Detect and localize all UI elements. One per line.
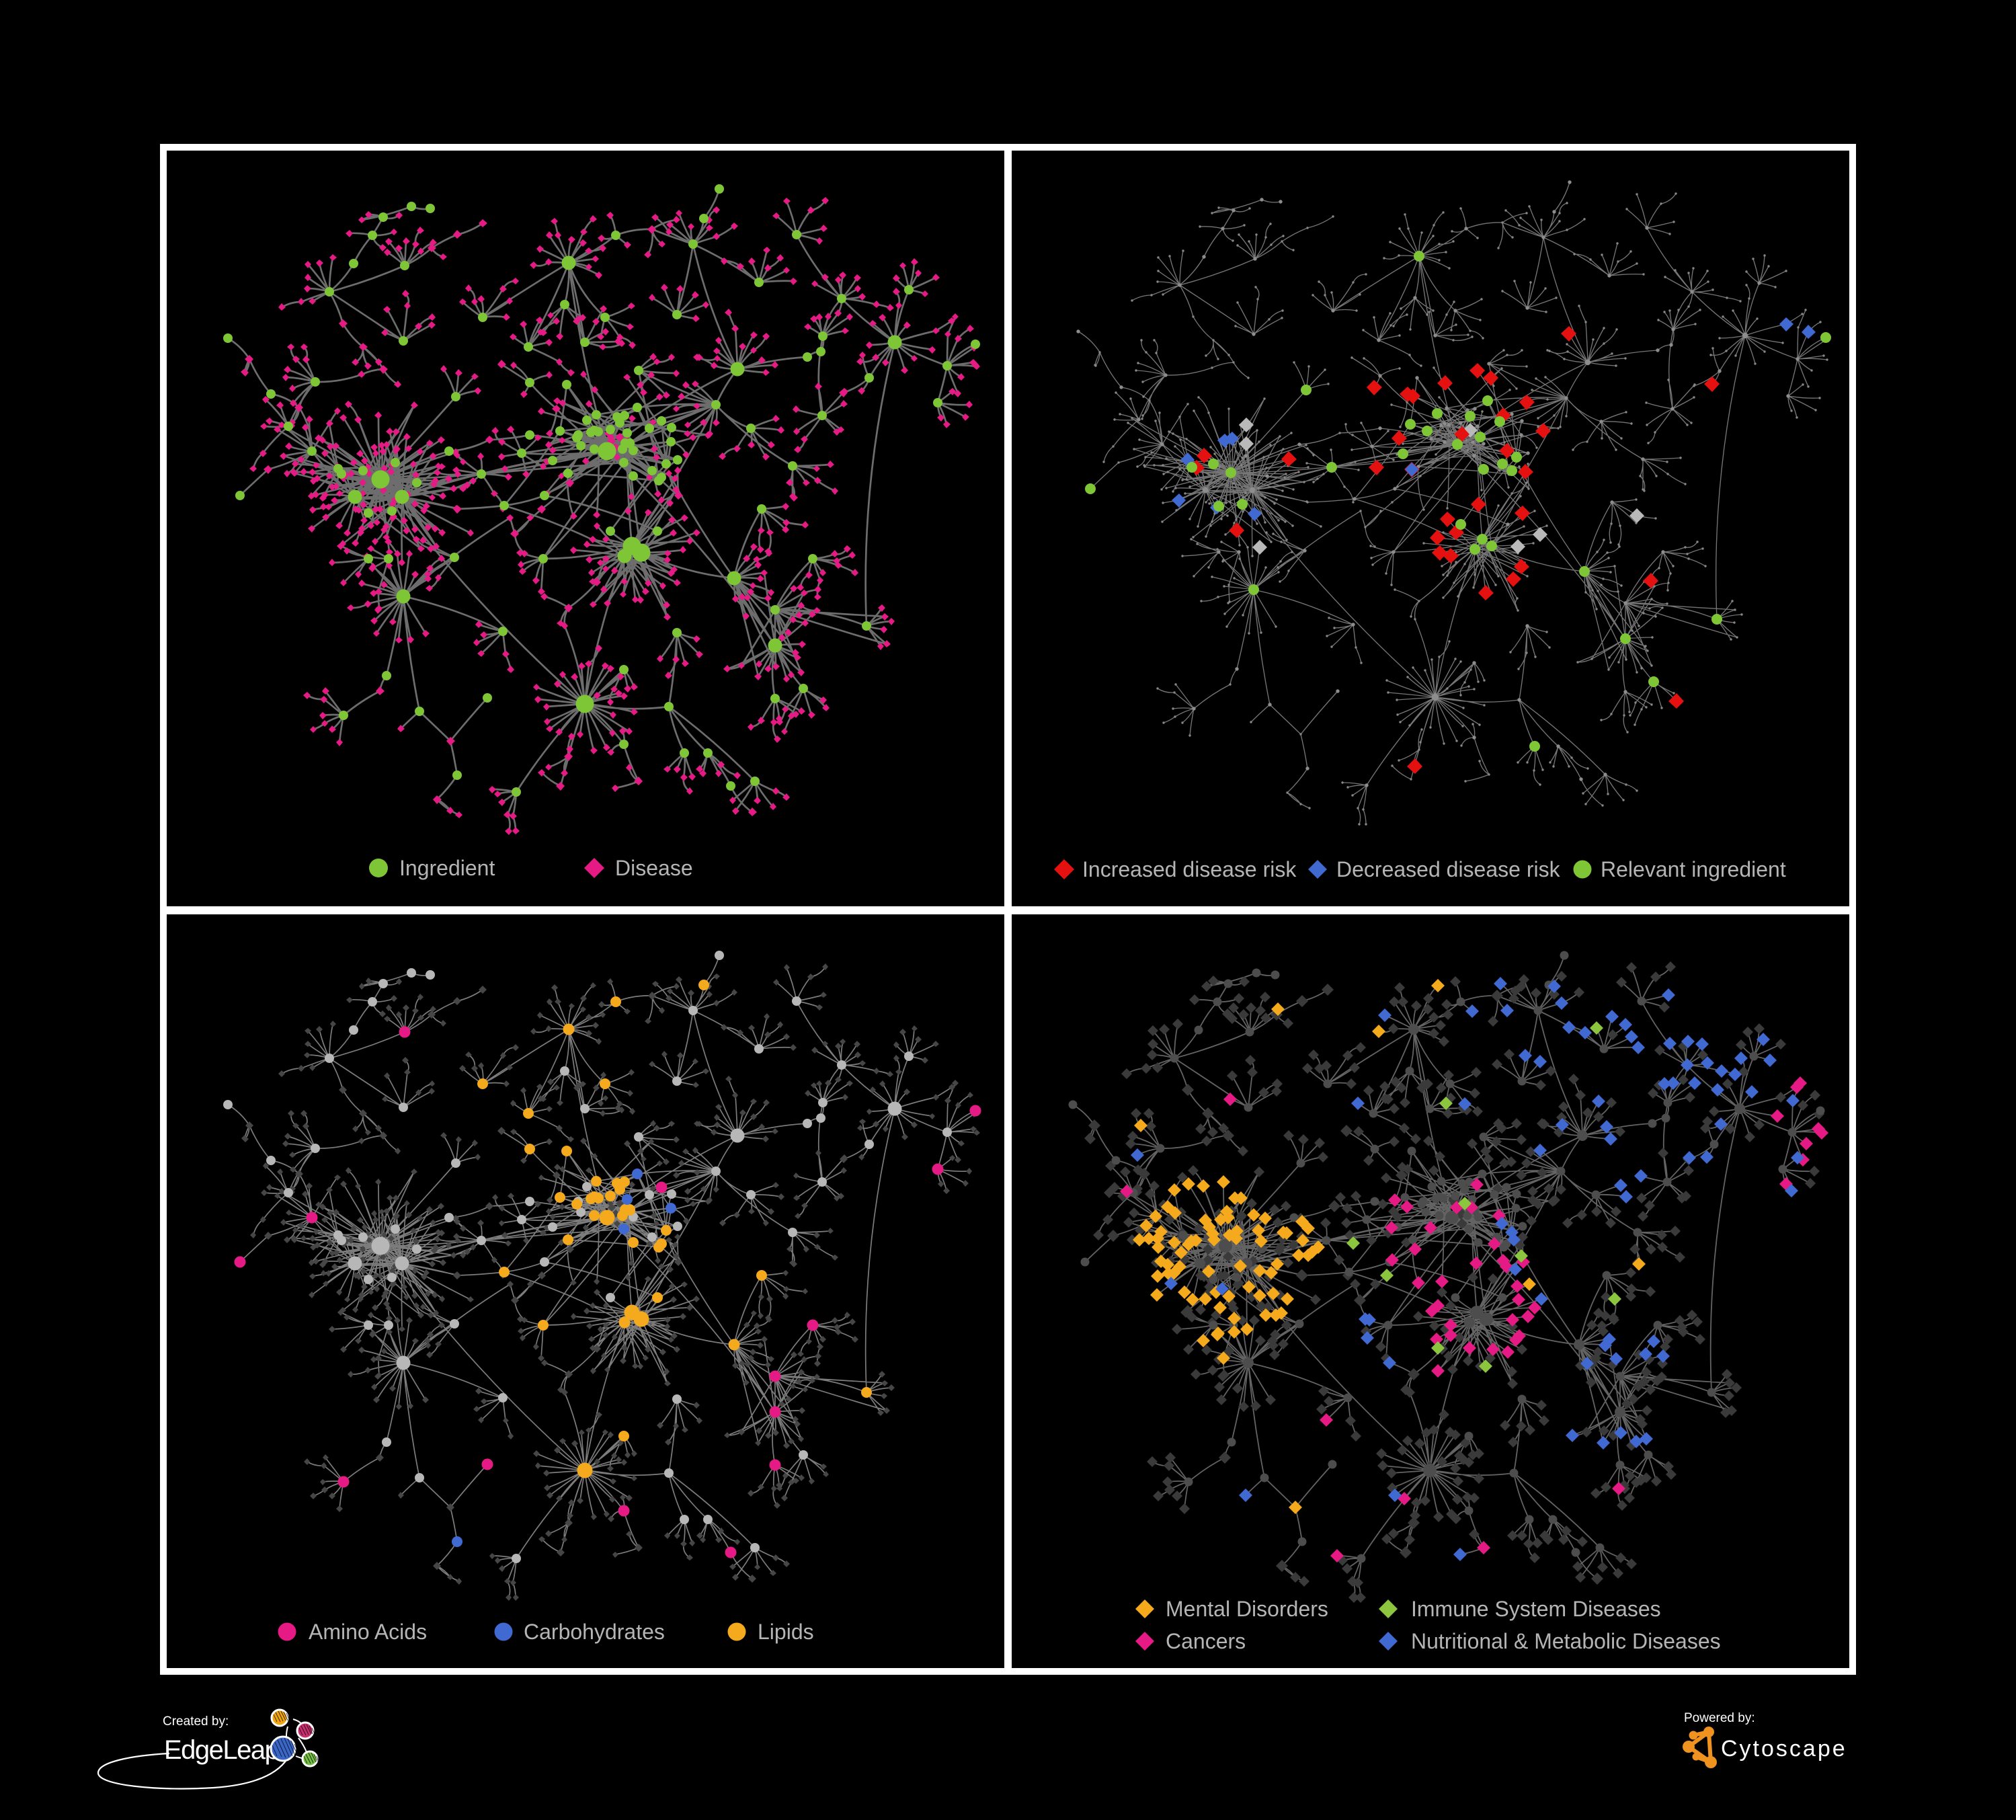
svg-text:Amino Acids: Amino Acids (309, 1620, 427, 1644)
svg-text:Cancers: Cancers (1166, 1629, 1246, 1653)
svg-text:Carbohydrates: Carbohydrates (524, 1620, 665, 1644)
svg-text:Decreased disease risk: Decreased disease risk (1336, 857, 1561, 881)
svg-text:Cytoscape: Cytoscape (1721, 1736, 1847, 1762)
svg-text:EdgeLeap: EdgeLeap (164, 1735, 279, 1765)
svg-text:Ingredient: Ingredient (399, 856, 495, 880)
svg-text:Immune System Diseases: Immune System Diseases (1411, 1597, 1661, 1621)
svg-text:Disease: Disease (615, 856, 693, 880)
svg-text:Mental Disorders: Mental Disorders (1166, 1597, 1328, 1621)
svg-text:Increased disease risk: Increased disease risk (1082, 857, 1297, 881)
svg-text:Lipids: Lipids (758, 1620, 814, 1644)
svg-text:Powered by:: Powered by: (1684, 1711, 1755, 1725)
svg-text:Nutritional & Metabolic Diseas: Nutritional & Metabolic Diseases (1411, 1629, 1721, 1653)
svg-text:Relevant ingredient: Relevant ingredient (1601, 857, 1786, 881)
svg-text:Created by:: Created by: (163, 1714, 229, 1729)
